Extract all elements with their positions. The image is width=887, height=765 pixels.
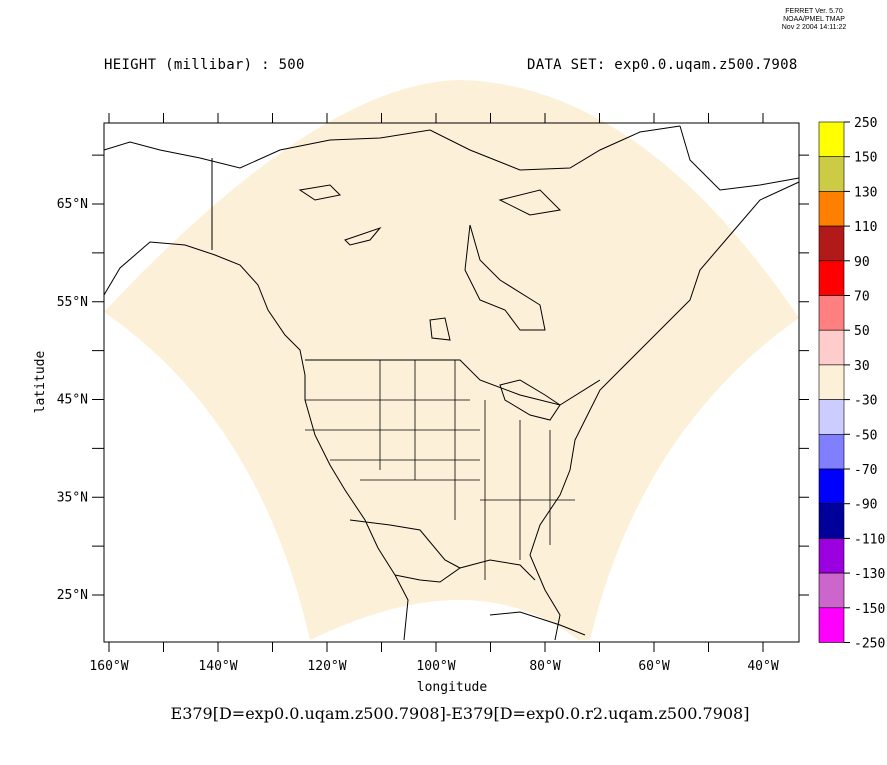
colorbar-swatch xyxy=(818,503,845,539)
ferret-version-stamp: FERRET Ver. 5.70 NOAA/PMEL TMAP Nov 2 20… xyxy=(744,8,884,32)
hudson-bay xyxy=(464,224,546,331)
colorbar-swatch xyxy=(818,572,845,609)
ferret-version: FERRET Ver. 5.70 xyxy=(785,8,843,15)
colorbar-label: 90 xyxy=(854,255,870,270)
us-mexico-border xyxy=(349,519,461,569)
colorbar-swatch xyxy=(818,191,845,227)
y-axis-label: latitude xyxy=(33,351,48,414)
colorbar-swatch xyxy=(818,295,845,331)
colorbar-label: -70 xyxy=(854,463,877,478)
y-tick-label: 35°N xyxy=(57,490,88,505)
x-tick-label: 160°W xyxy=(89,659,128,674)
plot-formula: E379[D=exp0.0.uqam.z500.7908]-E379[D=exp… xyxy=(170,704,750,723)
great-lakes xyxy=(499,379,561,421)
x-tick-label: 100°W xyxy=(416,659,455,674)
colorbar-label: 150 xyxy=(854,151,877,166)
greenland xyxy=(679,125,800,191)
colorbar-label: 250 xyxy=(854,116,877,131)
colorbar-label: 130 xyxy=(854,185,877,200)
colorbar-label: 70 xyxy=(854,290,870,305)
coastlines xyxy=(103,125,800,641)
plot-frame xyxy=(103,122,800,643)
x-tick-label: 140°W xyxy=(198,659,237,674)
ferret-org: NOAA/PMEL TMAP xyxy=(783,16,845,23)
colorbar-swatch xyxy=(818,156,845,192)
coastline-east xyxy=(529,181,800,641)
y-axis: 65°N 55°N 45°N 35°N 25°N xyxy=(57,154,809,603)
colorbar-label: 110 xyxy=(854,220,877,235)
state-lines xyxy=(305,360,575,580)
x-axis: 160°W 140°W 120°W 100°W 80°W 60°W 40°W xyxy=(89,113,779,674)
arctic-islands xyxy=(298,184,562,341)
x-tick-label: 120°W xyxy=(307,659,346,674)
colorbar-swatch xyxy=(818,260,845,296)
colorbar: 250 150 130 110 90 70 50 30 -30 -50 -70 -90 -110 -130… xyxy=(818,116,885,652)
caribbean xyxy=(489,611,586,636)
colorbar-label: 30 xyxy=(854,359,870,374)
y-tick-label: 55°N xyxy=(57,295,88,310)
colorbar-swatch xyxy=(818,364,845,400)
coastline-arctic xyxy=(103,125,681,171)
colorbar-swatch xyxy=(818,121,845,158)
colorbar-swatch xyxy=(818,468,845,505)
colorbar-label: -250 xyxy=(854,637,885,652)
colorbar-label: -130 xyxy=(854,567,885,582)
colorbar-swatch xyxy=(818,225,845,262)
variable-header: HEIGHT (millibar) : 500 xyxy=(104,57,305,73)
dataset-header: DATA SET: exp0.0.uqam.z500.7908 xyxy=(527,57,798,73)
x-tick-label: 80°W xyxy=(529,659,560,674)
colorbar-label: -30 xyxy=(854,394,877,409)
colorbar-label: -110 xyxy=(854,532,885,547)
y-tick-label: 45°N xyxy=(57,393,88,408)
y-tick-label: 25°N xyxy=(57,588,88,603)
ferret-timestamp: Nov 2 2004 14:11:22 xyxy=(781,24,847,31)
colorbar-swatch xyxy=(818,399,845,435)
colorbar-label: -50 xyxy=(854,428,877,443)
colorbar-label: -150 xyxy=(854,602,885,617)
colorbar-label: -90 xyxy=(854,498,877,513)
coastline-west xyxy=(103,241,409,641)
colorbar-swatch xyxy=(818,538,845,574)
colorbar-swatch xyxy=(818,329,845,366)
colorbar-label: 50 xyxy=(854,324,870,339)
x-tick-label: 40°W xyxy=(747,659,778,674)
x-axis-label: longitude xyxy=(417,680,488,695)
y-tick-label: 65°N xyxy=(57,197,88,212)
colorbar-swatch xyxy=(818,607,845,643)
us-canada-border xyxy=(305,359,601,406)
colorbar-swatch xyxy=(818,433,845,470)
x-tick-label: 60°W xyxy=(638,659,669,674)
